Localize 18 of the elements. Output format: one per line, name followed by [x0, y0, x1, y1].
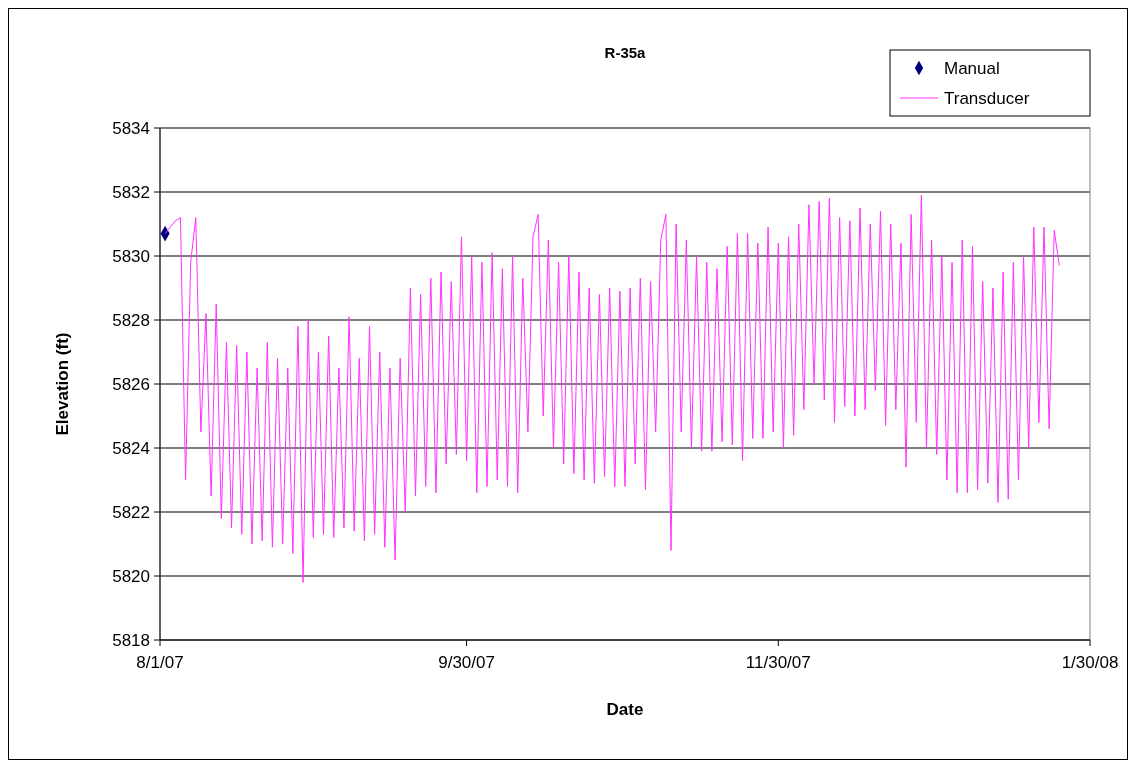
y-tick-label: 5834: [112, 118, 150, 138]
x-tick-label: 11/30/07: [745, 653, 811, 672]
legend-label: Transducer: [944, 88, 1030, 108]
chart-title: R-35a: [604, 44, 647, 61]
y-tick-label: 5826: [112, 374, 150, 394]
x-tick-label: 9/30/07: [438, 653, 495, 672]
y-tick-label: 5824: [112, 438, 150, 458]
y-tick-label: 5828: [112, 310, 150, 330]
x-tick-label: 8/1/07: [136, 653, 184, 672]
y-tick-label: 5818: [112, 630, 150, 650]
legend-label: Manual: [944, 58, 1000, 78]
y-tick-label: 5830: [112, 246, 150, 266]
y-tick-label: 5822: [112, 502, 150, 522]
x-axis-title: Date: [606, 700, 644, 719]
y-axis-title: Elevation (ft): [53, 332, 72, 436]
y-tick-label: 5832: [112, 182, 150, 202]
y-tick-label: 5820: [112, 566, 150, 586]
x-tick-label: 1/30/08: [1061, 653, 1119, 672]
